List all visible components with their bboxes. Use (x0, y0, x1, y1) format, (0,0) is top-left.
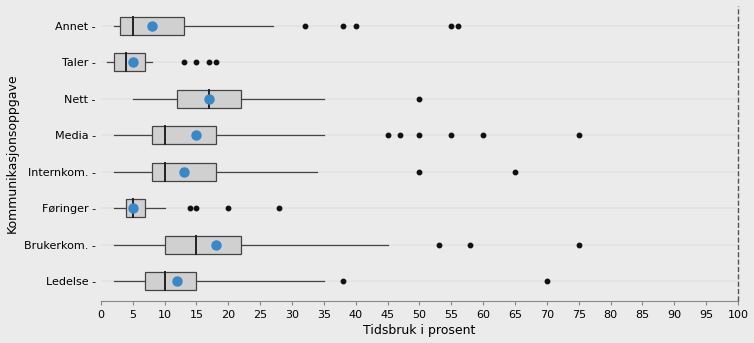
FancyBboxPatch shape (114, 53, 146, 71)
FancyBboxPatch shape (152, 126, 216, 144)
FancyBboxPatch shape (164, 236, 241, 254)
FancyBboxPatch shape (120, 16, 184, 35)
FancyBboxPatch shape (152, 163, 216, 181)
FancyBboxPatch shape (177, 90, 241, 108)
FancyBboxPatch shape (146, 272, 196, 290)
X-axis label: Tidsbruk i prosent: Tidsbruk i prosent (363, 324, 476, 338)
Y-axis label: Kommunikasjonsoppgave: Kommunikasjonsoppgave (5, 74, 19, 233)
FancyBboxPatch shape (127, 199, 146, 217)
